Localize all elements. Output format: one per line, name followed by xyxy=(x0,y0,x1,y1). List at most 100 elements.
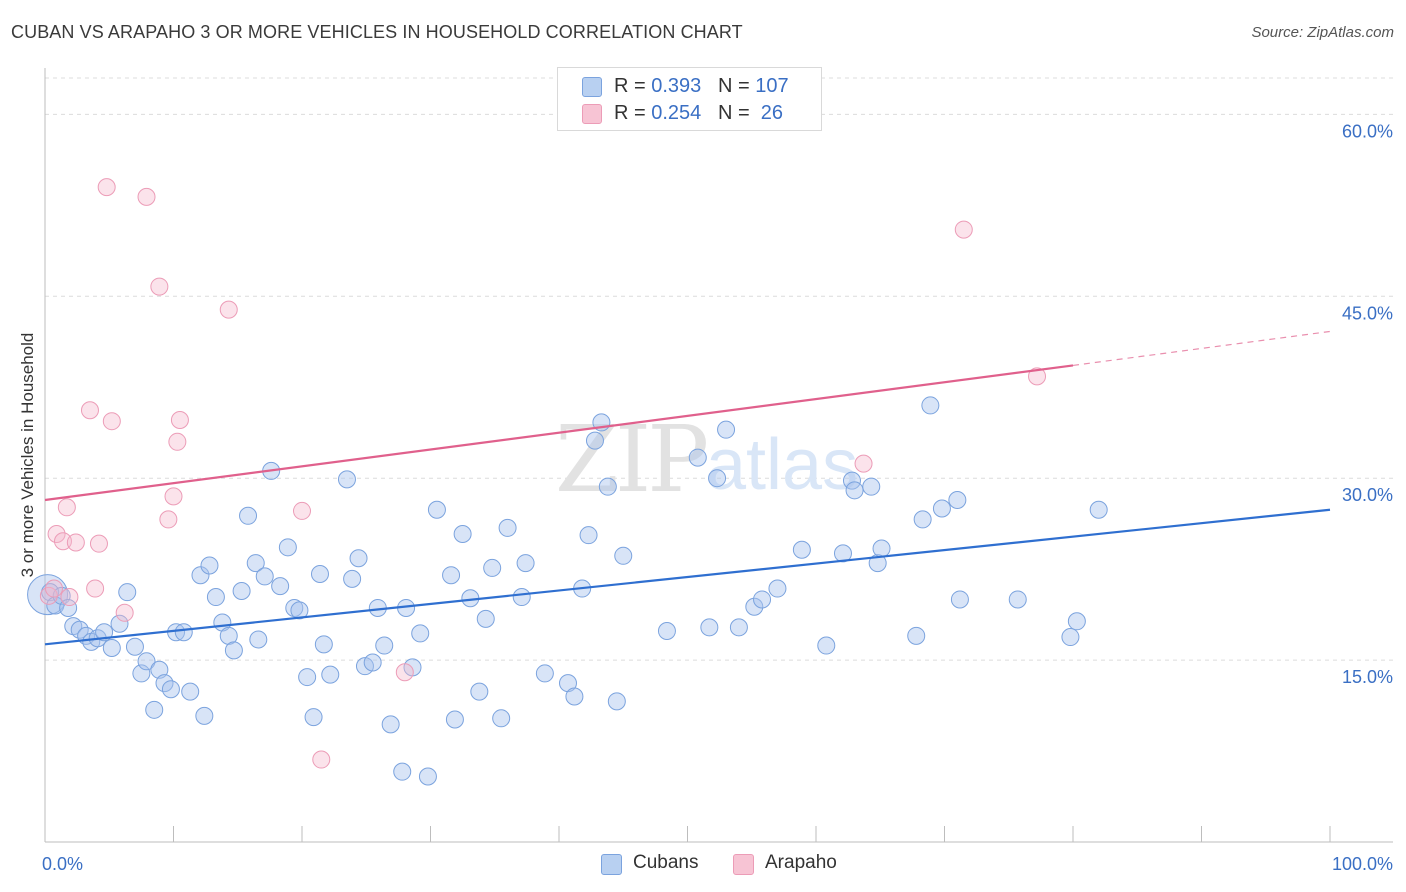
arapaho-point xyxy=(47,524,66,543)
cubans-point xyxy=(932,499,951,518)
bottom-legend-label-arapaho: Arapaho xyxy=(765,852,837,873)
arapaho-point xyxy=(44,579,63,598)
arapaho-point xyxy=(86,579,105,598)
cubans-point xyxy=(132,664,151,683)
legend-n-value-cubans: 107 xyxy=(755,75,789,97)
cubans-point xyxy=(833,544,852,563)
series-arapaho xyxy=(39,178,1047,769)
cubans-point xyxy=(411,624,430,643)
cubans-point xyxy=(921,396,940,415)
arapaho-point xyxy=(57,498,76,517)
cubans-point xyxy=(729,618,748,637)
cubans-point xyxy=(239,506,258,525)
arapaho-point xyxy=(168,432,187,451)
cubans-point xyxy=(1089,500,1108,519)
arapaho-point xyxy=(137,187,156,206)
cubans-point xyxy=(688,448,707,467)
cubans-point xyxy=(512,588,531,607)
cubans-point xyxy=(110,614,129,633)
cubans-point xyxy=(1067,612,1086,631)
arapaho-point xyxy=(89,534,108,553)
legend-n-label: N = xyxy=(717,102,756,124)
cubans-point xyxy=(191,566,210,585)
legend-n-value-arapaho: 26 xyxy=(755,102,784,124)
arapaho-point xyxy=(97,178,116,197)
cubans-point xyxy=(278,538,297,557)
x-tick-label: 0.0% xyxy=(42,854,83,874)
arapaho-point xyxy=(53,532,72,551)
chart-title: CUBAN VS ARAPAHO 3 OR MORE VEHICLES IN H… xyxy=(11,22,743,42)
legend-r-label: R = xyxy=(614,102,652,124)
series-cubans xyxy=(27,396,1108,786)
source-credit: Source: ZipAtlas.com xyxy=(1251,24,1394,41)
axes xyxy=(44,68,1393,843)
cubans-point xyxy=(150,660,169,679)
cubans-point xyxy=(442,566,461,585)
arapaho-point xyxy=(102,412,121,431)
cubans-point xyxy=(708,469,727,488)
y-tick-label: 45.0% xyxy=(1342,303,1393,323)
legend-swatch-cubans xyxy=(582,77,602,97)
cubans-point xyxy=(607,692,626,711)
cubans-point xyxy=(118,583,137,602)
cubans-point xyxy=(219,626,238,645)
cubans-point xyxy=(95,623,114,642)
cubans-point xyxy=(950,590,969,609)
legend-r-label: R = xyxy=(614,75,652,97)
cubans-point xyxy=(174,623,193,642)
cubans-point xyxy=(498,518,517,537)
arapaho-point xyxy=(170,410,189,429)
cubans-point xyxy=(349,549,368,568)
cubans-point xyxy=(232,581,251,600)
legend-r-value-arapaho: 0.254 xyxy=(651,102,702,124)
arapaho-point xyxy=(219,300,238,319)
cubans-point xyxy=(753,590,772,609)
cubans-point xyxy=(585,431,604,450)
legend-box: R = 0.393 N = 107 R = 0.254 N = 26 xyxy=(557,67,822,131)
cubans-point xyxy=(304,708,323,727)
cubans-point xyxy=(102,638,121,657)
cubans-point xyxy=(271,577,290,596)
cubans-point xyxy=(125,637,144,656)
cubans-point xyxy=(717,420,736,439)
bottom-legend-swatch-cubans xyxy=(601,854,622,875)
arapaho-point xyxy=(1028,367,1047,386)
y-axis-label-wrap: 3 or more Vehicles in Household xyxy=(18,333,42,578)
cubans-point xyxy=(363,653,382,672)
watermark-zip: ZIP xyxy=(555,406,706,513)
legend-n-label: N = xyxy=(717,75,756,97)
cubans-point xyxy=(249,630,268,649)
cubans-point xyxy=(579,526,598,545)
cubans-point xyxy=(145,700,164,719)
cubans-point xyxy=(1061,628,1080,647)
arapaho-point xyxy=(60,588,79,607)
cubans-point xyxy=(381,715,400,734)
legend-text-cubans: R = 0.393 N = 107 xyxy=(614,75,789,98)
cubans-point xyxy=(195,706,214,725)
cubans-point xyxy=(792,540,811,559)
cubans-point xyxy=(161,680,180,699)
cubans-point xyxy=(768,579,787,598)
cubans-point xyxy=(418,767,437,786)
trend-lines xyxy=(44,330,1331,646)
cubans-point xyxy=(445,710,464,729)
bottom-legend-swatch-arapaho xyxy=(733,854,754,875)
cubans-point xyxy=(907,626,926,645)
cubans-point xyxy=(321,665,340,684)
y-tick-label: 60.0% xyxy=(1342,121,1393,141)
watermark: ZIP atlas xyxy=(555,406,858,513)
cubans-point xyxy=(745,597,764,616)
cubans-point xyxy=(872,539,891,558)
legend-r-value-cubans: 0.393 xyxy=(651,75,702,97)
bottom-legend-label-cubans: Cubans xyxy=(633,852,699,873)
y-tick-label: 15.0% xyxy=(1342,667,1393,687)
y-tick-label: 30.0% xyxy=(1342,485,1393,505)
cubans-point xyxy=(206,588,225,607)
cubans-point xyxy=(483,558,502,577)
cubans-point xyxy=(393,762,412,781)
cubans-point xyxy=(285,598,304,617)
arapaho-point xyxy=(150,277,169,296)
cubans-point xyxy=(246,554,265,573)
cubans-point xyxy=(314,635,333,654)
